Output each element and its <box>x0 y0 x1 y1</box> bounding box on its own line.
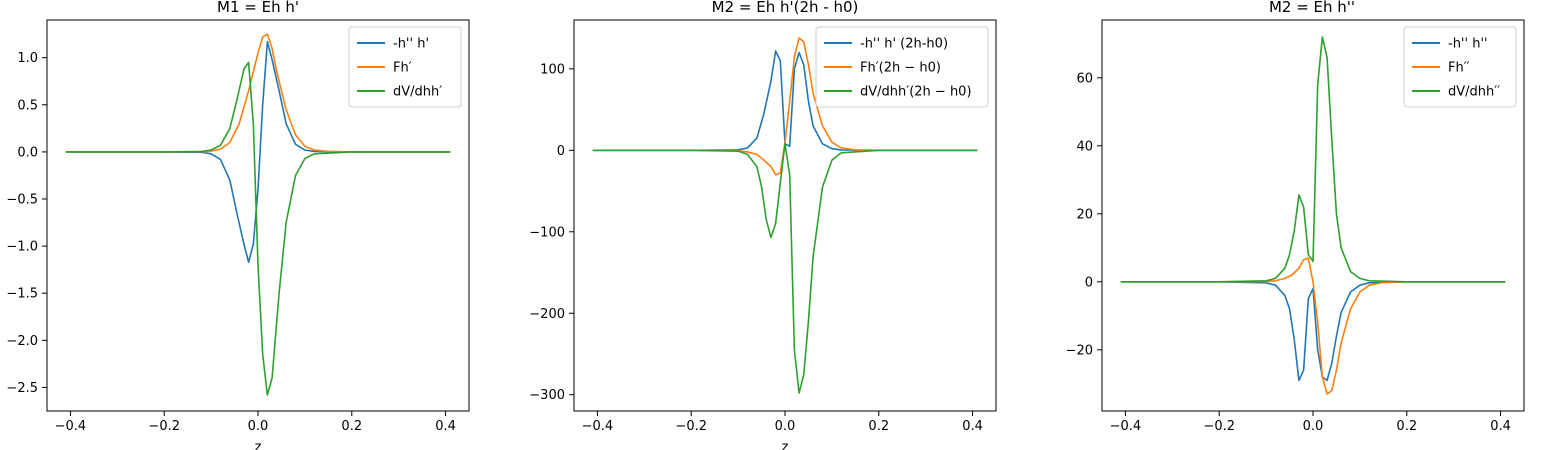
chart-title: M1 = Eh h' <box>217 0 299 16</box>
series-line-2 <box>592 143 978 394</box>
series-line-0 <box>1120 280 1506 382</box>
series-line-2 <box>1120 36 1506 283</box>
y-tick-label: −200 <box>529 307 565 322</box>
x-tick-label: 0.2 <box>868 419 889 434</box>
x-tick-label: 0.2 <box>1396 419 1417 434</box>
y-tick-label: 0 <box>557 144 565 159</box>
series-lines <box>592 37 978 394</box>
x-tick-label: 0.0 <box>1303 419 1324 434</box>
y-tick-label: −2.0 <box>6 334 38 349</box>
y-tick-label: −100 <box>529 225 565 240</box>
axis-ticks: −0.4 −0.2 0.0 0.2 0.4 −20 0 20 40 60 <box>1066 71 1511 434</box>
x-axis-label: z <box>782 440 789 450</box>
y-tick-label: −20 <box>1066 343 1093 358</box>
series-line-1 <box>592 37 978 176</box>
chart-title: M2 = Eh h'(2h - h0) <box>712 0 859 16</box>
legend: -h'' h'' Fh′′ dV/dhh′′ <box>1403 26 1517 108</box>
legend: -h'' h' Fh′ dV/dhh′ <box>348 26 462 108</box>
y-tick-label: 40 <box>1076 139 1093 154</box>
y-tick-label: 1.0 <box>17 51 38 66</box>
legend-label: Fh′′ <box>1448 61 1470 76</box>
y-tick-label: −2.5 <box>6 381 38 396</box>
legend-box <box>815 26 989 108</box>
y-tick-label: 100 <box>540 62 565 77</box>
series-line-0 <box>65 40 451 263</box>
legend-label: -h'' h' <box>393 37 429 52</box>
series-line-2 <box>65 61 451 396</box>
legend-label: Fh′(2h − h0) <box>860 61 941 76</box>
x-tick-label: 0.4 <box>1490 419 1511 434</box>
legend-label: dV/dhh′′ <box>1448 85 1500 100</box>
chart-m2-hpp: M2 = Eh h'' −0.4 −0.2 0.0 0.2 0.4−200204060 … <box>1066 0 1525 434</box>
x-tick-label: −0.4 <box>55 419 87 434</box>
axis-ticks: −0.4 −0.2 0.0 0.2 0.4 −2.5 −2.0 −1.5 −1.0 −0.5 0.0… <box>6 51 455 434</box>
x-tick-label: −0.2 <box>148 419 180 434</box>
series-line-1 <box>65 33 451 153</box>
legend-label: -h'' h' (2h-h0) <box>860 37 948 52</box>
x-tick-label: −0.4 <box>1110 419 1142 434</box>
y-tick-label: −1.0 <box>6 240 38 255</box>
x-tick-label: 0.4 <box>435 419 456 434</box>
series-line-1 <box>1120 257 1506 395</box>
y-tick-label: 0.5 <box>17 98 38 113</box>
legend-label: Fh′ <box>393 61 412 76</box>
x-tick-label: −0.2 <box>675 419 707 434</box>
y-tick-label: −0.5 <box>6 193 38 208</box>
legend-label: dV/dhh′ <box>393 85 442 100</box>
x-axis-label: z <box>255 440 262 450</box>
x-tick-label: 0.0 <box>248 419 269 434</box>
x-tick-label: −0.4 <box>582 419 614 434</box>
x-tick-label: −0.2 <box>1203 419 1235 434</box>
legend: -h'' h' (2h-h0) Fh′(2h − h0) dV/dhh′(2h − … <box>815 26 989 108</box>
y-tick-label: 20 <box>1076 207 1093 222</box>
x-tick-label: 0.4 <box>962 419 983 434</box>
chart-title: M2 = Eh h'' <box>1269 0 1355 16</box>
axis-ticks: −0.4 −0.2 0.0 0.2 0.4 −300 −200 −100 0 100 <box>529 62 983 434</box>
chart-m2-h0: M2 = Eh h'(2h - h0) −0.4 −0.2 0.0 0.2 0.4 −30… <box>529 0 997 450</box>
legend-box <box>1403 26 1517 108</box>
y-tick-label: 0 <box>1085 275 1093 290</box>
legend-label: -h'' h'' <box>1448 37 1488 52</box>
x-tick-label: 0.2 <box>341 419 362 434</box>
legend-label: dV/dhh′(2h − h0) <box>860 85 972 100</box>
series-line-0 <box>592 50 978 152</box>
x-tick-label: 0.0 <box>775 419 796 434</box>
chart-m1: M1 = Eh h' −0.4 −0.2 0.0 0.2 0.4 −2.5 −2.0 −1.5… <box>6 0 470 450</box>
y-tick-label: −1.5 <box>6 287 38 302</box>
y-tick-label: −300 <box>529 388 565 403</box>
y-tick-label: 60 <box>1076 71 1093 86</box>
legend-box <box>348 26 462 108</box>
series-lines <box>1120 36 1506 395</box>
y-tick-label: 0.0 <box>17 145 38 160</box>
series-lines <box>65 33 451 396</box>
